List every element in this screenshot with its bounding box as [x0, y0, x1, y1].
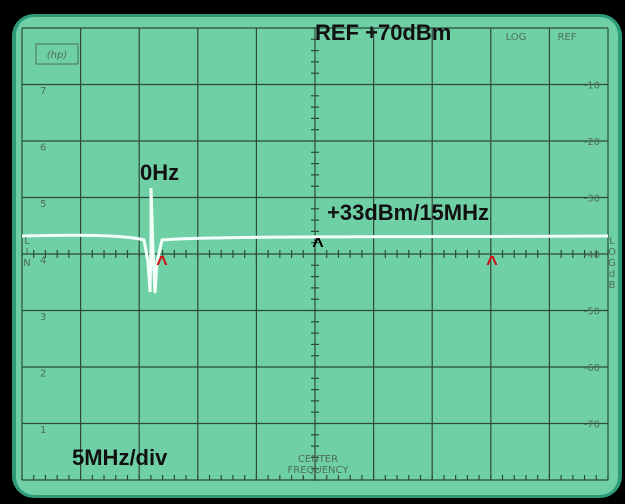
log-label: d	[609, 269, 615, 280]
signal-label: +33dBm/15MHz	[327, 200, 489, 225]
ref-level: REF +70dBm	[315, 20, 451, 45]
log-label: B	[609, 280, 616, 291]
lin-label: L	[24, 236, 30, 247]
left-scale-label: 7	[40, 86, 46, 97]
right-scale-label: -10	[584, 81, 600, 92]
left-scale-label: 5	[40, 199, 46, 210]
page: {"screen": { "brand": "(hp)", "ref_level…	[0, 0, 625, 504]
right-scale-label: -70	[584, 420, 600, 431]
left-scale-label: 3	[40, 312, 46, 323]
log-label: L	[609, 236, 615, 247]
zero-label: 0Hz	[140, 160, 179, 185]
right-scale-label: -40	[584, 250, 600, 261]
marker: ^	[486, 253, 498, 275]
right-scale-label: -60	[584, 363, 600, 374]
right-scale-label: -50	[584, 307, 600, 318]
left-scale-label: 4	[40, 256, 46, 267]
right-scale-label: -20	[584, 137, 600, 148]
left-scale-label: 2	[40, 369, 46, 380]
ref-label: REF	[557, 32, 576, 43]
span-label: 5MHz/div	[72, 445, 168, 470]
lin-label: N	[23, 258, 30, 269]
scale-mode: LOG	[506, 32, 527, 43]
right-scale-label: -30	[584, 194, 600, 205]
marker: ^	[312, 235, 324, 257]
lin-label: I	[26, 247, 29, 258]
log-label: O	[608, 247, 616, 258]
analyzer-photo: (hp) LOG REF REF +70dBm 0Hz +33dBm/15MHz…	[0, 0, 625, 504]
log-label: G	[608, 258, 616, 269]
marker: ^	[156, 253, 168, 275]
center-label: CENTER	[298, 454, 338, 465]
left-scale-label: 1	[40, 425, 46, 436]
center-label: FREQUENCY	[288, 465, 350, 476]
brand: (hp)	[47, 50, 68, 61]
left-scale-label: 6	[40, 143, 46, 154]
